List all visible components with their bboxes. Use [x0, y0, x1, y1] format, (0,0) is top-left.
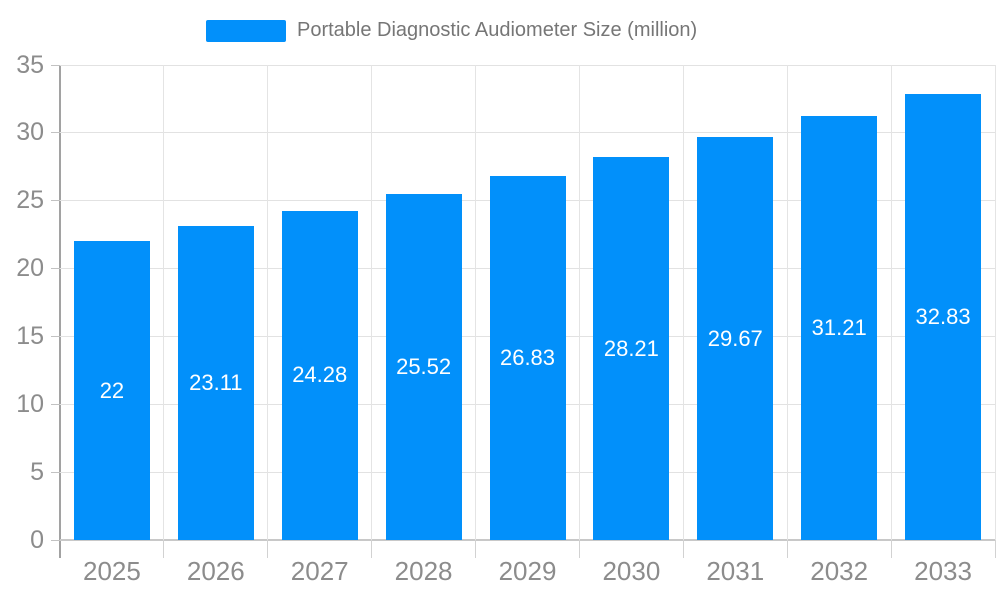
y-axis-label: 5: [30, 457, 44, 486]
y-axis-label: 10: [16, 389, 44, 418]
legend-swatch: [206, 19, 286, 42]
bar: 24.28: [281, 210, 358, 540]
y-tick: [51, 268, 60, 270]
v-gridline: [994, 65, 996, 540]
bar-value-label: 31.21: [811, 315, 867, 341]
x-tick: [371, 540, 373, 558]
bar: 22: [73, 241, 150, 540]
y-axis-line: [59, 65, 61, 558]
v-gridline: [475, 65, 477, 540]
x-axis-label: 2033: [914, 556, 972, 586]
v-gridline: [371, 65, 373, 540]
x-tick: [163, 540, 165, 558]
x-tick: [267, 540, 269, 558]
x-tick: [890, 540, 892, 558]
x-axis-label: 2025: [83, 556, 141, 586]
y-tick: [51, 403, 60, 405]
bar-value-label: 22: [99, 377, 125, 403]
bar: 23.11: [177, 226, 254, 540]
v-gridline: [578, 65, 580, 540]
x-axis-label: 2028: [394, 556, 453, 586]
y-tick: [51, 335, 60, 337]
bar-value-label: 28.21: [603, 335, 659, 361]
y-tick: [51, 471, 60, 473]
y-axis-label: 0: [30, 525, 44, 554]
bar: 32.83: [905, 94, 982, 540]
x-tick: [475, 540, 477, 558]
y-axis-label: 35: [16, 50, 44, 79]
bar: 31.21: [801, 116, 878, 540]
x-tick: [786, 540, 788, 558]
v-gridline: [267, 65, 269, 540]
v-gridline: [786, 65, 788, 540]
x-tick: [578, 540, 580, 558]
y-tick: [51, 132, 60, 134]
x-axis-label: 2030: [602, 556, 661, 586]
y-tick: [51, 200, 60, 202]
x-axis-label: 2031: [706, 556, 765, 586]
bar-value-label: 24.28: [292, 362, 348, 388]
x-axis-label: 2026: [186, 556, 245, 586]
y-axis-label: 30: [16, 118, 44, 147]
x-axis-label: 2027: [290, 556, 349, 586]
h-gridline: [60, 64, 995, 66]
bar-value-label: 26.83: [499, 344, 556, 370]
y-axis-label: 15: [16, 321, 44, 350]
x-axis-label: 2029: [498, 556, 557, 586]
bar-value-label: 23.11: [189, 370, 243, 396]
bar: 25.52: [385, 193, 462, 540]
x-tick: [994, 540, 996, 558]
bar: 26.83: [489, 175, 566, 540]
bar: 29.67: [697, 137, 774, 540]
v-gridline: [163, 65, 165, 540]
bar: 28.21: [593, 157, 670, 540]
v-gridline: [682, 65, 684, 540]
legend-label: Portable Diagnostic Audiometer Size (mil…: [297, 19, 698, 41]
y-tick: [51, 539, 60, 541]
bar-value-label: 25.52: [396, 353, 452, 379]
y-axis-label: 20: [16, 254, 44, 283]
h-gridline: [60, 132, 995, 134]
y-tick: [51, 64, 60, 66]
x-axis-label: 2032: [810, 556, 869, 586]
plot-area: 22 23.11 24.28 25.52 26.83 28.21 29.67 31.21 32.…: [59, 64, 996, 558]
v-gridline: [890, 65, 892, 540]
x-tick: [682, 540, 684, 558]
bar-value-label: 29.67: [707, 325, 763, 351]
x-axis-line: [60, 539, 995, 541]
y-axis-label: 25: [16, 186, 44, 215]
bar-value-label: 32.83: [915, 304, 971, 330]
legend: Portable Diagnostic Audiometer Size (mil…: [206, 19, 697, 42]
